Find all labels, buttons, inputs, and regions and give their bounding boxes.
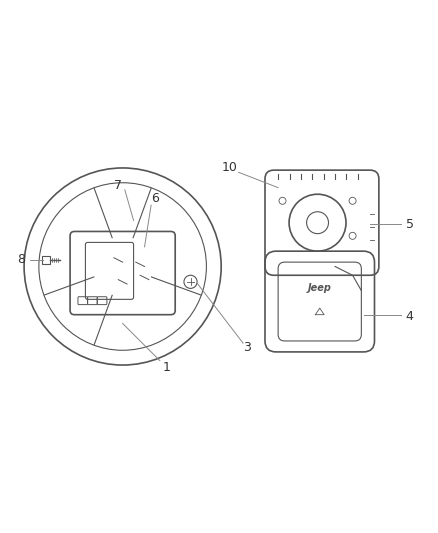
Text: 10: 10: [222, 161, 238, 174]
Text: 6: 6: [152, 192, 159, 205]
Text: Jeep: Jeep: [308, 284, 332, 293]
Text: 3: 3: [244, 341, 251, 354]
Text: 5: 5: [406, 219, 413, 231]
Text: 7: 7: [114, 179, 122, 192]
Text: 1: 1: [162, 361, 170, 374]
Text: 8: 8: [17, 253, 25, 266]
Text: 4: 4: [406, 310, 413, 324]
